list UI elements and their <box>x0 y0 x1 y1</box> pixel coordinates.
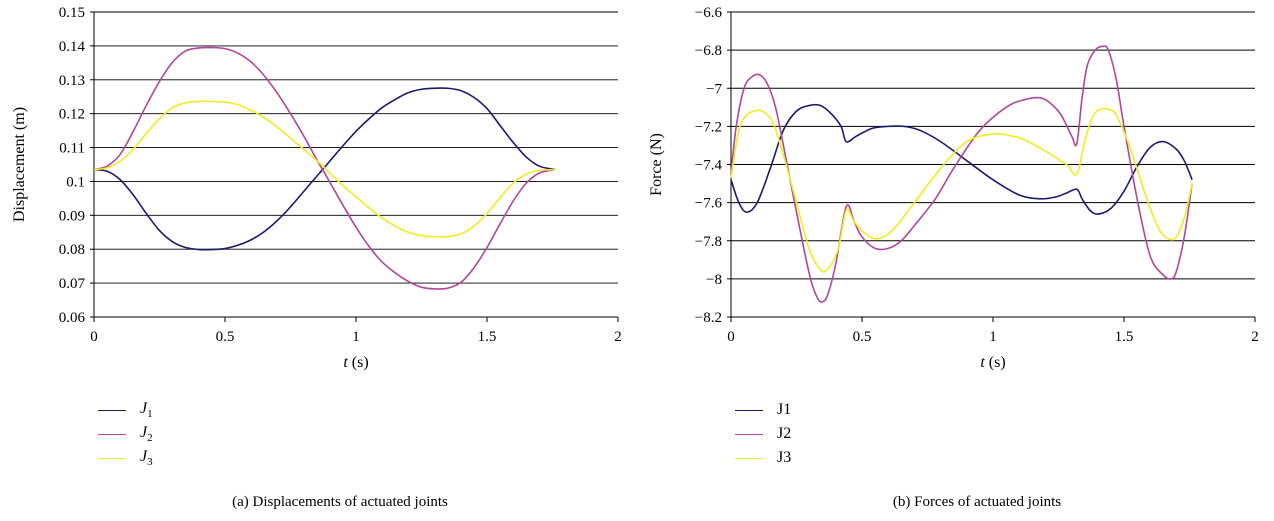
y-tick-label: 0.13 <box>59 73 85 89</box>
x-tick-label: 1.5 <box>478 329 497 345</box>
legend-label-j1: J1 <box>777 401 792 418</box>
x-tick-label: 1 <box>352 329 360 345</box>
x-tick-label: 0.5 <box>853 329 872 345</box>
legend-swatch-j2 <box>735 433 763 435</box>
y-tick-label: 0.12 <box>59 107 85 123</box>
legend-b: J1 J2 J3 <box>735 398 791 470</box>
y-tick-label: −8.2 <box>695 310 722 326</box>
x-axis-label: t (s) <box>980 354 1005 371</box>
legend-item: J1 <box>98 398 153 422</box>
y-tick-label: 0.11 <box>59 141 85 157</box>
series-line-j3 <box>93 100 556 238</box>
series-line-j2 <box>93 46 556 290</box>
x-axis-label-unit: (s) <box>985 354 1006 371</box>
x-tick-label: 0.5 <box>216 329 235 345</box>
legend-swatch-j3 <box>98 457 126 459</box>
legend-label-j3: J3 <box>777 449 792 466</box>
y-axis-label: Displacement (m) <box>11 107 28 222</box>
displacement-chart: 0.06 0.07 0.08 0.09 0.1 0.11 0.12 0.13 0.14 0.15 0… <box>11 5 622 371</box>
y-tick-label: −6.6 <box>695 5 723 21</box>
x-axis-label-var: t <box>343 354 348 371</box>
y-tick-label: 0.1 <box>66 174 85 190</box>
y-tick-label: −7.6 <box>695 196 723 212</box>
x-tick-label: 2 <box>614 329 622 345</box>
legend-label-j1: J1 <box>140 399 153 421</box>
y-tick-label: 0.08 <box>59 242 85 258</box>
chart-panel-a: 0.06 0.07 0.08 0.09 0.1 0.11 0.12 0.13 0.14 0.15 0… <box>11 5 622 510</box>
y-tick-label: 0.07 <box>59 276 86 292</box>
y-tick-label: −8 <box>706 272 722 288</box>
x-axis-label: t (s) <box>343 354 368 371</box>
legend-item: J3 <box>735 446 791 470</box>
x-tick-label: 0 <box>727 329 735 345</box>
y-tick-label: −7.2 <box>695 119 722 135</box>
legend-item: J1 <box>735 398 791 422</box>
legend-swatch-j2 <box>98 433 126 435</box>
x-axis-label-var: t <box>980 354 985 371</box>
series-line-j3 <box>730 107 1193 273</box>
legend-label-j3: J3 <box>140 447 153 469</box>
force-chart: −8.2 −8 −7.8 −7.6 −7.4 −7.2 −7 −6.8 −6.6 0 0.5 1 1.5… <box>648 5 1259 371</box>
legend-swatch-j1 <box>98 409 126 411</box>
legend-item: J2 <box>98 422 153 446</box>
series-line-j1 <box>93 87 556 251</box>
legend-label-j2: J2 <box>777 425 792 442</box>
y-tick-label: −7.8 <box>695 234 722 250</box>
y-tick-label: 0.14 <box>59 39 86 55</box>
legend-swatch-j1 <box>735 409 763 411</box>
legend-a: J1 J2 J3 <box>98 398 153 470</box>
legend-swatch-j3 <box>735 457 763 459</box>
y-tick-label: 0.09 <box>59 208 85 224</box>
y-tick-label: 0.06 <box>59 310 86 326</box>
chart-panel-b: −8.2 −8 −7.8 −7.6 −7.4 −7.2 −7 −6.8 −6.6 0 0.5 1 1.5… <box>637 0 1274 521</box>
series-line-j2 <box>730 45 1193 303</box>
series-line-j1 <box>730 103 1193 215</box>
x-tick-label: 1.5 <box>1115 329 1134 345</box>
x-tick-label: 2 <box>1251 329 1259 345</box>
y-tick-label: −6.8 <box>695 43 722 59</box>
x-tick-label: 1 <box>989 329 997 345</box>
x-tick-label: 0 <box>90 329 98 345</box>
legend-item: J3 <box>98 446 153 470</box>
y-axis-label: Force (N) <box>648 133 665 196</box>
legend-item: J2 <box>735 422 791 446</box>
y-tick-label: −7.4 <box>695 158 723 174</box>
caption-b: (b) Forces of actuated joints <box>892 494 1062 510</box>
caption-a: (a) Displacements of actuated joints <box>232 494 448 510</box>
y-tick-label: −7 <box>706 81 722 97</box>
y-tick-label: 0.15 <box>59 5 85 21</box>
legend-label-j2: J2 <box>140 423 153 445</box>
x-axis-label-unit: (s) <box>348 354 369 371</box>
